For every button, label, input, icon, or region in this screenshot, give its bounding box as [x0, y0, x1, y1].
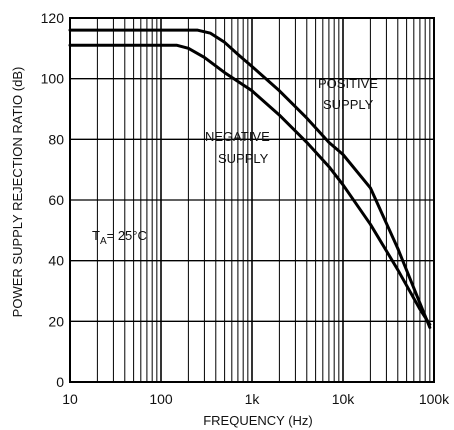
y-tick-label: 40: [48, 253, 64, 269]
y-tick-label: 20: [48, 313, 64, 329]
y-tick-label: 120: [41, 10, 65, 26]
x-tick-label: 10: [62, 391, 78, 407]
ambient-temp-note: TA= 25°C: [92, 228, 147, 247]
x-tick-label: 100k: [419, 391, 450, 407]
x-tick-label: 1k: [245, 391, 261, 407]
y-tick-label: 100: [41, 71, 65, 87]
tick-labels: 10 100 1k 10k 100k 0 20 40 60 80 100 120: [41, 10, 451, 407]
y-tick-label: 0: [56, 374, 64, 390]
positive-label-line2: SUPPLY: [323, 97, 374, 112]
ambient-temp-subscript: A: [100, 236, 107, 247]
negative-label-line1: NEGATIVE: [205, 129, 270, 144]
positive-label-line1: POSITIVE: [318, 76, 378, 91]
positive-supply-curve: [68, 28, 432, 329]
x-tick-label: 10k: [332, 391, 356, 407]
negative-label-line2: SUPPLY: [218, 151, 269, 166]
y-axis-title: POWER SUPPLY REJECTION RATIO (dB): [10, 67, 25, 318]
grid-lines: [69, 17, 434, 383]
negative-supply-curve: [68, 43, 432, 326]
plot-frame: [69, 17, 435, 383]
x-axis-title: FREQUENCY (Hz): [203, 413, 313, 428]
y-tick-label: 60: [48, 192, 64, 208]
ambient-temp-symbol: T: [92, 228, 100, 243]
x-tick-label: 100: [149, 391, 173, 407]
ambient-temp-value: = 25°C: [107, 228, 147, 243]
series-lines: [68, 28, 432, 329]
y-tick-label: 80: [48, 131, 64, 147]
